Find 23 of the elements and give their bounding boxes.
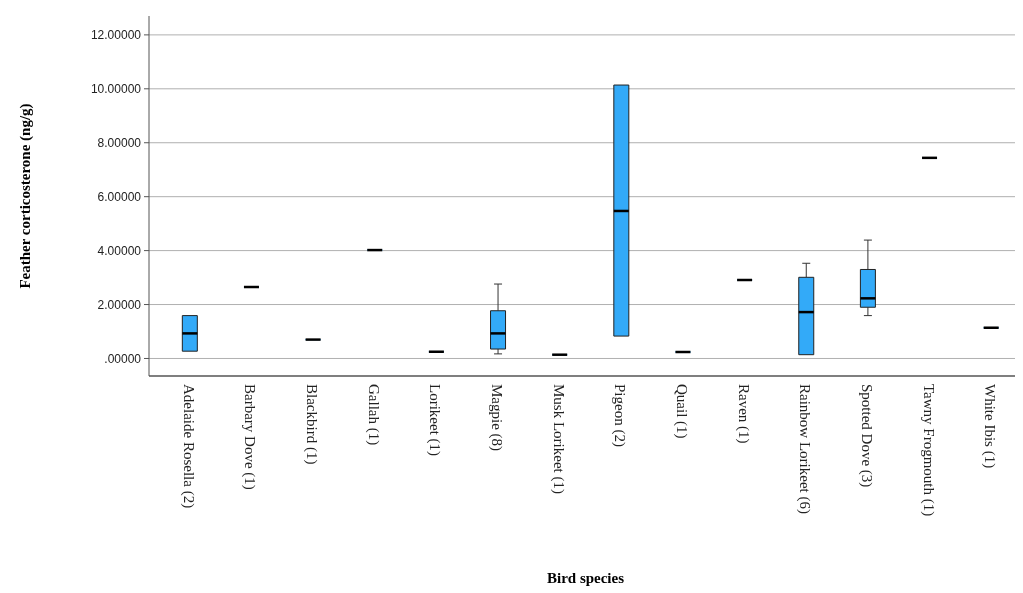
x-tick-label: Spotted Dove (3)	[857, 384, 875, 488]
x-tick-label: Lorikeet (1)	[426, 384, 444, 457]
y-tick-label: 6.00000	[97, 189, 142, 204]
x-tick-label: Raven (1)	[734, 384, 752, 444]
y-tick-label: 8.00000	[97, 135, 142, 150]
x-tick-label: Rainbow Lorikeet (6)	[796, 384, 814, 514]
x-tick-label: Blackbird (1)	[303, 384, 321, 465]
x-axis-title: Bird species	[546, 570, 625, 586]
y-axis-title: Feather corticosterone (ng/g)	[17, 103, 34, 289]
x-tick-label: Quail (1)	[672, 384, 690, 439]
y-tick-label: 4.00000	[97, 243, 142, 258]
x-tick-label: Magpie (8)	[488, 384, 506, 452]
x-tick-label: Barbary Dove (1)	[241, 384, 259, 490]
x-tick-label: Tawny Frogmouth (1)	[919, 384, 937, 517]
y-tick-label: 2.00000	[97, 297, 142, 312]
x-tick-label: White Ibis (1)	[981, 384, 999, 469]
x-tick-label: Adelaide Rosella (2)	[179, 384, 197, 509]
x-tick-label: Gallah (1)	[364, 384, 382, 446]
y-tick-label: 10.00000	[90, 82, 142, 97]
x-tick-label: Musk Lorikeet (1)	[549, 384, 567, 494]
y-tick-label: 12.00000	[90, 28, 142, 43]
x-tick-label: Pigeon (2)	[611, 384, 629, 447]
y-tick-label: .00000	[104, 351, 142, 366]
